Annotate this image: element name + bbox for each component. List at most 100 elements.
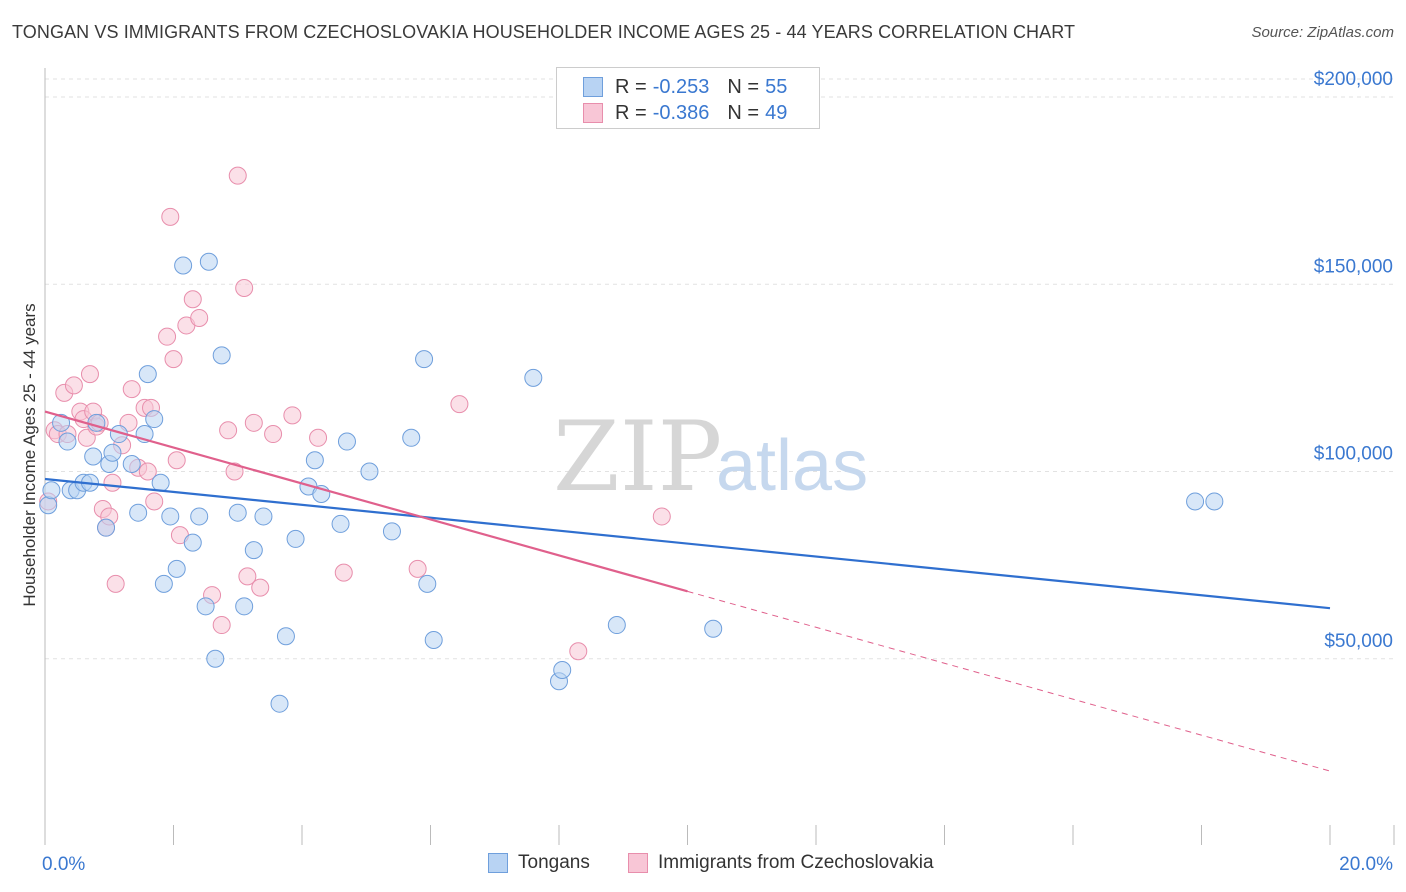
tongans-point	[270, 694, 289, 713]
watermark-atlas: atlas	[716, 426, 868, 506]
immigrants-point	[161, 207, 180, 226]
legend-label-tongans: Tongans	[518, 852, 590, 873]
immigrants-point	[80, 365, 99, 384]
series-immigrants-points	[39, 166, 671, 661]
legend-r-value: -0.253	[652, 75, 710, 98]
legend-swatch-blue	[488, 853, 508, 873]
immigrants-point	[158, 327, 177, 346]
immigrants-point	[251, 578, 270, 597]
x-tick-label: 0.0%	[42, 854, 85, 875]
y-tick-label: $150,000	[1314, 256, 1393, 277]
tongans-point	[212, 346, 231, 365]
y-axis-label: Householder Income Ages 25 - 44 years	[20, 303, 39, 606]
immigrants-point	[212, 616, 231, 635]
tick-labels: $50,000 $100,000 $150,000 $200,000 0.0% 20.0%	[42, 69, 1393, 875]
tongans-point	[103, 443, 122, 462]
axes	[44, 68, 1395, 845]
watermark: ZIP atlas	[553, 401, 868, 513]
legend-row-immigrants: R = -0.386 N = 49	[583, 101, 805, 125]
immigrants-point	[450, 395, 469, 414]
series-tongans-points	[39, 252, 1224, 713]
legend-n-value: 55	[765, 75, 788, 98]
correlation-legend: R = -0.253 N = 55 R = -0.386 N = 49	[556, 67, 820, 129]
immigrants-point	[164, 350, 183, 369]
tongans-point	[244, 541, 263, 560]
tongans-point	[424, 631, 443, 650]
immigrants-trend-line	[44, 410, 688, 593]
tongans-point	[524, 368, 543, 387]
immigrants-point	[228, 166, 247, 185]
tongans-point	[418, 574, 437, 593]
tongans-point	[1186, 492, 1205, 511]
tongans-point	[607, 616, 626, 635]
legend-swatch-pink	[628, 853, 648, 873]
immigrants-point	[652, 507, 671, 526]
tongans-point	[235, 597, 254, 616]
tongans-point	[190, 507, 209, 526]
chart-source: Source: ZipAtlas.com	[1251, 24, 1394, 41]
tongans-point	[167, 559, 186, 578]
immigrants-point	[238, 567, 257, 586]
immigrants-point	[244, 413, 263, 432]
immigrants-point	[235, 278, 254, 297]
bottom-legend-tongans: Tongans	[488, 852, 590, 874]
tongans-point	[154, 574, 173, 593]
immigrants-point	[569, 642, 588, 661]
tongans-point	[206, 649, 225, 668]
tongans-point	[254, 507, 273, 526]
tongans-point	[39, 496, 58, 515]
legend-r-key: R =	[615, 75, 647, 98]
watermark-zip: ZIP	[553, 401, 722, 513]
immigrants-point	[408, 559, 427, 578]
chart-title: TONGAN VS IMMIGRANTS FROM CZECHOSLOVAKIA…	[12, 22, 1076, 42]
legend-label-immigrants: Immigrants from Czechoslovakia	[658, 852, 934, 873]
legend-r-key: R =	[615, 101, 647, 124]
tongans-point	[42, 481, 61, 500]
tongans-point	[704, 619, 723, 638]
tongans-point	[84, 447, 103, 466]
immigrants-point	[167, 451, 186, 470]
tongans-point	[382, 522, 401, 541]
y-tick-label: $50,000	[1324, 631, 1393, 652]
tongans-point	[129, 503, 148, 522]
immigrants-point	[309, 428, 328, 447]
tongans-point	[337, 432, 356, 451]
immigrants-point	[122, 380, 141, 399]
legend-swatch-pink	[583, 103, 603, 123]
immigrants-point	[334, 563, 353, 582]
legend-row-tongans: R = -0.253 N = 55	[583, 75, 805, 99]
bottom-legend-immigrants: Immigrants from Czechoslovakia	[628, 852, 934, 874]
tongans-point	[196, 597, 215, 616]
tongans-point	[97, 518, 116, 537]
immigrants-point	[283, 406, 302, 425]
tongans-point	[228, 503, 247, 522]
tongans-point	[122, 455, 141, 474]
tongans-point	[138, 365, 157, 384]
x-tick-label: 20.0%	[1339, 854, 1393, 875]
tongans-point	[151, 473, 170, 492]
y-tick-label: $100,000	[1314, 444, 1393, 465]
tongans-point	[305, 451, 324, 470]
immigrants-point	[225, 462, 244, 481]
tongans-point	[402, 428, 421, 447]
immigrants-point	[190, 308, 209, 327]
tongans-point	[58, 432, 77, 451]
tongans-point	[331, 514, 350, 533]
legend-n-key: N =	[727, 75, 760, 98]
tongans-point	[145, 410, 164, 429]
tongans-point	[553, 660, 572, 679]
y-tick-label: $200,000	[1314, 69, 1393, 90]
legend-r-value: -0.386	[652, 101, 710, 124]
tongans-point	[52, 413, 71, 432]
legend-n-value: 49	[765, 101, 788, 124]
legend-n-key: N =	[727, 101, 760, 124]
tongans-point	[183, 533, 202, 552]
immigrants-point	[264, 425, 283, 444]
immigrants-point	[219, 421, 238, 440]
immigrants-point	[106, 574, 125, 593]
tongans-point	[174, 256, 193, 275]
immigrants-point	[145, 492, 164, 511]
tongans-point	[1205, 492, 1224, 511]
immigrants-point	[138, 462, 157, 481]
